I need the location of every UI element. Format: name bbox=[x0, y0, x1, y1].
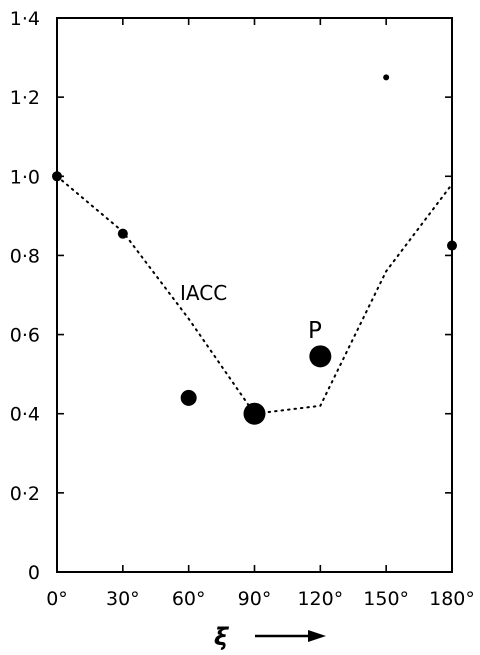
plot-frame bbox=[56, 17, 453, 573]
x-tick-label-5: 150° bbox=[363, 588, 409, 610]
p-label: P bbox=[308, 318, 322, 344]
data-point-1 bbox=[117, 228, 128, 239]
p-series bbox=[52, 74, 457, 425]
y-tick-label-0: 0 bbox=[28, 562, 40, 584]
y-tick-label-4: 0·8 bbox=[10, 245, 40, 267]
x-tick-label-3: 90° bbox=[238, 588, 272, 610]
data-point-0 bbox=[52, 171, 62, 182]
y-tick-label-1: 0·2 bbox=[10, 483, 40, 505]
chart-axes bbox=[56, 17, 453, 573]
iacc-dotted-line bbox=[56, 175, 453, 415]
iacc-label: IACC bbox=[180, 281, 227, 305]
data-point-2 bbox=[180, 389, 197, 406]
data-point-3 bbox=[243, 402, 266, 425]
y-tick-label-7: 1·4 bbox=[10, 8, 40, 30]
x-tick-label-0: 0° bbox=[46, 588, 68, 610]
data-point-5 bbox=[383, 74, 390, 81]
x-tick-label-6: 180° bbox=[429, 588, 475, 610]
iacc-series bbox=[56, 175, 453, 415]
y-tick-label-2: 0·4 bbox=[10, 404, 40, 426]
y-tick-label-5: 1·0 bbox=[10, 166, 40, 188]
x-tick-label-4: 120° bbox=[297, 588, 343, 610]
tick-labels: 0 0·2 0·4 0·6 0·8 1·0 1·2 1·4 0° 30° 60° 90° 120° 150… bbox=[10, 8, 475, 610]
x-axis-label: ξ bbox=[214, 623, 230, 651]
data-point-4 bbox=[309, 345, 332, 368]
x-tick-label-1: 30° bbox=[106, 588, 140, 610]
y-tick-label-3: 0·6 bbox=[10, 325, 40, 347]
x-tick-label-2: 60° bbox=[172, 588, 206, 610]
x-axis-title: ξ bbox=[214, 623, 326, 651]
y-tick-label-6: 1·2 bbox=[10, 87, 40, 109]
data-point-6 bbox=[447, 240, 457, 251]
x-axis-arrow-head bbox=[308, 630, 326, 642]
